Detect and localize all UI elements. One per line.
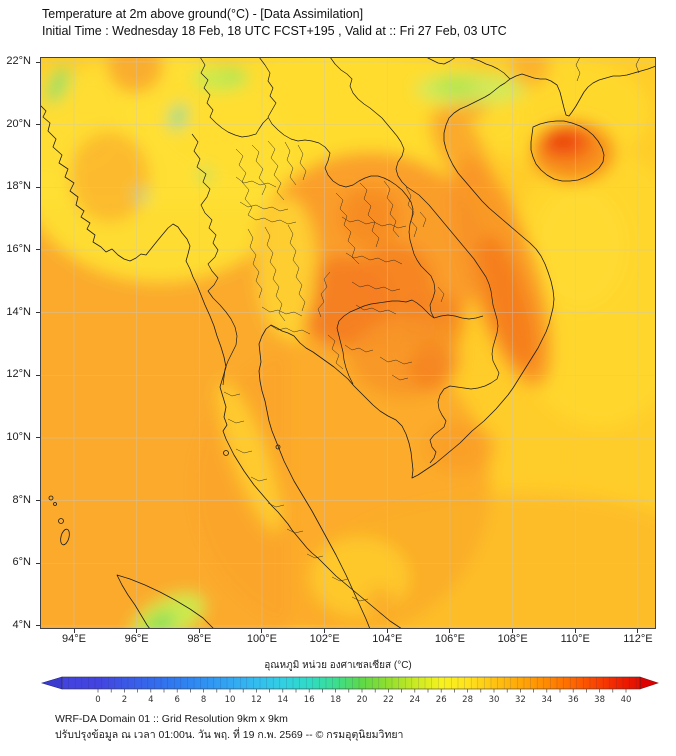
map-title: Temperature at 2m above ground(°C) - [Da… <box>42 7 364 21</box>
colorbar-tick-label: 36 <box>568 695 579 705</box>
lat-label: 14°N <box>6 305 31 318</box>
lat-label: 4°N <box>12 618 31 631</box>
lat-tick <box>36 61 40 63</box>
temperature-field <box>40 57 656 629</box>
footer-update-info: ปรับปรุงข้อมูล ณ เวลา 01:00น. วัน พฤ. ที… <box>55 729 404 741</box>
lon-label: 94°E <box>62 633 86 645</box>
map-border <box>40 57 656 629</box>
lon-tick <box>261 629 263 633</box>
lat-label: 16°N <box>6 242 31 255</box>
lon-tick <box>324 629 326 633</box>
lat-tick <box>36 249 40 251</box>
lat-label: 12°N <box>6 368 31 381</box>
lat-label: 22°N <box>6 55 31 67</box>
lon-label: 96°E <box>124 633 149 645</box>
lon-label: 106°E <box>434 633 465 645</box>
lat-label: 18°N <box>6 180 31 193</box>
colorbar-tick-label: 32 <box>515 695 526 705</box>
lat-label: 10°N <box>6 430 31 443</box>
colorbar-tick-label: 12 <box>251 695 262 705</box>
coastlines <box>40 65 656 629</box>
temperature-map <box>40 57 656 629</box>
colorbar-tick-label: 4 <box>148 695 153 705</box>
lat-tick <box>36 562 40 564</box>
lon-tick <box>198 629 200 633</box>
footer-domain-info: WRF-DA Domain 01 :: Grid Resolution 9km … <box>55 713 288 725</box>
colorbar-tick-label: 20 <box>357 695 368 705</box>
colorbar-right-arrow <box>639 676 659 690</box>
lat-tick <box>36 374 40 376</box>
colorbar-tick-label: 34 <box>541 695 552 705</box>
lon-label: 98°E <box>187 633 212 645</box>
colorbar-tick-label: 8 <box>201 695 206 705</box>
colorbar-tick-label: 30 <box>489 695 500 705</box>
colorbar-gradient-bar <box>61 676 641 690</box>
lon-label: 110°E <box>560 633 590 645</box>
lon-label: 108°E <box>497 633 528 645</box>
map-gridlines <box>40 57 656 629</box>
lon-tick <box>512 629 514 633</box>
lon-label: 104°E <box>372 633 403 645</box>
lat-label: 20°N <box>6 117 31 130</box>
map-subtitle: Initial Time : Wednesday 18 Feb, 18 UTC … <box>42 24 507 38</box>
colorbar-tick-label: 40 <box>621 695 632 705</box>
country-borders <box>191 57 641 464</box>
colorbar-tick-label: 22 <box>383 695 394 705</box>
lat-tick <box>36 500 40 502</box>
lon-tick <box>637 629 639 633</box>
lon-label: 100°E <box>246 633 278 645</box>
title-block: Temperature at 2m above ground(°C) - [Da… <box>42 6 507 40</box>
colorbar-left-arrow <box>40 676 63 690</box>
colorbar-tick-label: 6 <box>174 695 179 705</box>
colorbar-tick-label: 26 <box>436 695 447 705</box>
lon-label: 102°E <box>309 633 340 645</box>
lat-label: 6°N <box>12 556 31 569</box>
colorbar-tick-label: 2 <box>122 695 127 705</box>
lon-tick <box>73 629 75 633</box>
lat-tick <box>36 625 40 627</box>
colorbar-tick-label: 18 <box>330 695 341 705</box>
lat-tick <box>36 124 40 126</box>
lon-label: 112°E <box>623 633 653 645</box>
lat-label: 8°N <box>12 493 31 506</box>
colorbar-tick-label: 16 <box>304 695 315 705</box>
colorbar-tick-label: 10 <box>225 695 236 705</box>
lat-tick <box>36 437 40 439</box>
lat-tick <box>36 312 40 314</box>
colorbar-tick-label: 28 <box>462 695 473 705</box>
lon-tick <box>136 629 138 633</box>
colorbar-tick-label: 0 <box>95 695 100 705</box>
lon-tick <box>449 629 451 633</box>
province-borders <box>223 140 445 602</box>
colorbar: 0 2 4 6 8 10 12 14 16 18 20 22 24 26 28 30 32 34 36 38 40 <box>40 676 659 705</box>
footer-block: WRF-DA Domain 01 :: Grid Resolution 9km … <box>55 711 403 743</box>
lon-tick <box>574 629 576 633</box>
lon-tick <box>386 629 388 633</box>
lat-tick <box>36 186 40 188</box>
colorbar-tick-label: 38 <box>594 695 605 705</box>
colorbar-tick-label: 14 <box>277 695 288 705</box>
colorbar-label: อุณหภูมิ หน่วย องศาเซลเซียส (°C) <box>264 660 412 671</box>
map-area <box>40 57 656 629</box>
colorbar-tick-label: 24 <box>409 695 420 705</box>
